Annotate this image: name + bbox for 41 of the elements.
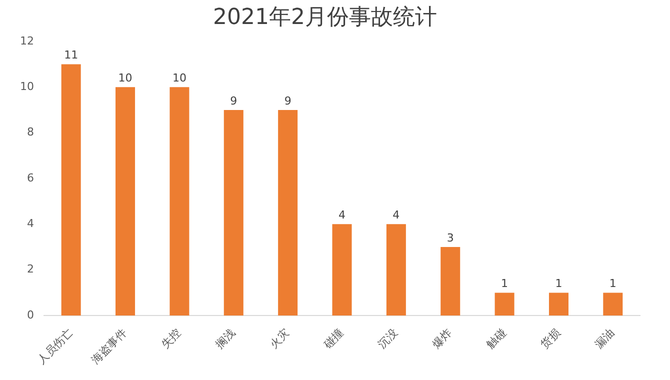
- bar: [61, 64, 81, 316]
- bar: [332, 224, 352, 316]
- bar: [116, 87, 136, 316]
- y-tick-label: 12: [20, 34, 34, 48]
- bar: [494, 292, 514, 316]
- data-label: 4: [392, 208, 400, 222]
- data-label: 1: [609, 277, 616, 290]
- data-label: 1: [555, 277, 562, 290]
- y-tick-label: 10: [20, 80, 34, 93]
- x-tick-label: 失控: [158, 326, 184, 351]
- x-tick-label: 搁浅: [213, 326, 238, 351]
- x-tick-label: 爆炸: [430, 326, 455, 351]
- data-label: 9: [230, 94, 238, 108]
- x-tick-label: 漏油: [592, 326, 618, 351]
- bar: [386, 224, 406, 316]
- data-label: 1: [501, 277, 508, 290]
- bar: [224, 110, 244, 316]
- data-label: 11: [64, 48, 78, 62]
- bar: [278, 110, 298, 316]
- data-label: 10: [172, 71, 186, 84]
- x-tick-label: 碰撞: [320, 326, 346, 352]
- data-label: 4: [338, 208, 346, 222]
- y-tick-label: 2: [26, 262, 34, 276]
- bar: [548, 292, 568, 316]
- data-label: 10: [118, 71, 132, 84]
- x-tick-label: 触碰: [484, 326, 509, 351]
- chart-title: 2021年2月份事故统计: [213, 4, 437, 30]
- y-tick-label: 4: [26, 217, 34, 230]
- data-label: 9: [284, 94, 292, 108]
- y-tick-label: 8: [26, 126, 34, 139]
- x-tick-label: 火灾: [267, 326, 292, 351]
- x-tick-label: 沉没: [376, 326, 400, 351]
- x-tick-label: 货损: [538, 326, 563, 351]
- bar: [170, 87, 190, 316]
- x-tick-label: 人员伤亡: [34, 326, 76, 366]
- y-tick-label: 6: [26, 171, 34, 184]
- y-tick-label: 0: [26, 308, 34, 322]
- data-label: 3: [446, 231, 454, 244]
- bar: [603, 292, 623, 316]
- x-tick-label: 海盗事件: [89, 326, 130, 366]
- bar: [440, 247, 460, 316]
